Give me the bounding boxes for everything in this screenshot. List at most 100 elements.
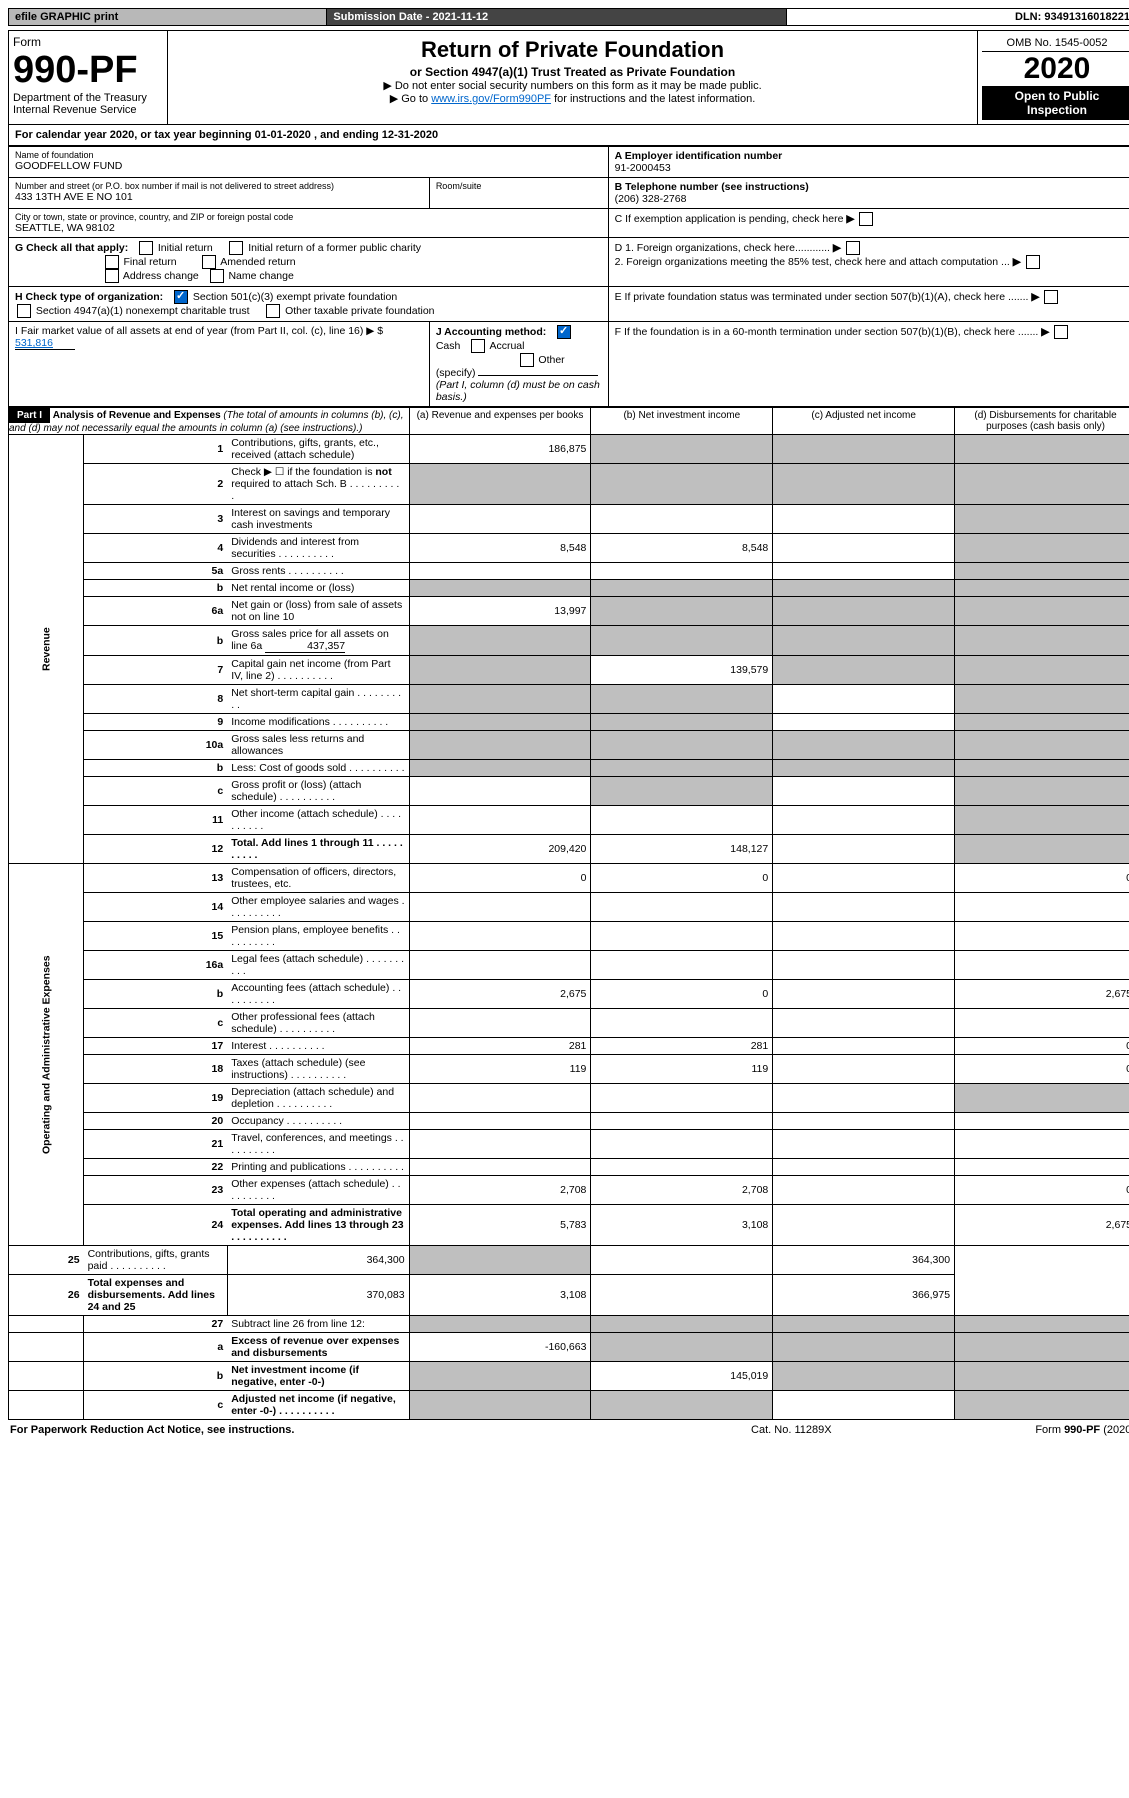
h-other-checkbox[interactable] [266,304,280,318]
value-cell: 8,548 [591,534,773,563]
h-4947-checkbox[interactable] [17,304,31,318]
form-title: Return of Private Foundation [174,37,971,63]
j-cash: Cash [436,340,461,352]
table-row: 20Occupancy [9,1113,1129,1130]
line-description: Printing and publications [227,1159,409,1176]
value-cell [955,534,1129,563]
value-cell [773,1176,955,1205]
g-name-chg-checkbox[interactable] [210,269,224,283]
line-description: Accounting fees (attach schedule) [227,980,409,1009]
g-addr-chg: Address change [123,270,199,282]
line-number: 21 [84,1130,228,1159]
value-cell [409,1316,591,1333]
col-c-header: (c) Adjusted net income [773,408,955,435]
value-cell [591,1316,773,1333]
value-cell [773,1362,955,1391]
line-number: 12 [84,835,228,864]
value-cell [773,597,955,626]
name-label: Name of foundation [15,150,602,160]
c-checkbox[interactable] [859,212,873,226]
value-cell [409,893,591,922]
value-cell [409,505,591,534]
table-row: 2Check ▶ ☐ if the foundation is not requ… [9,464,1129,505]
d2-checkbox[interactable] [1026,255,1040,269]
line-number: b [84,980,228,1009]
part1-label: Part I [9,408,50,423]
value-cell [955,714,1129,731]
table-row: 22Printing and publications [9,1159,1129,1176]
f-checkbox[interactable] [1054,325,1068,339]
line-number: 14 [84,893,228,922]
value-cell [409,731,591,760]
value-cell [955,435,1129,464]
line-description: Net rental income or (loss) [227,580,409,597]
table-row: 15Pension plans, employee benefits [9,922,1129,951]
blank-section [9,1333,84,1362]
table-row: 25Contributions, gifts, grants paid 364,… [9,1246,1129,1275]
dept-label: Department of the Treasury [13,92,147,104]
value-cell [773,656,955,685]
line-description: Excess of revenue over expenses and disb… [227,1333,409,1362]
value-cell [591,580,773,597]
table-row: bAccounting fees (attach schedule) 2,675… [9,980,1129,1009]
value-cell [591,563,773,580]
line-description: Total. Add lines 1 through 11 [227,835,409,864]
instr-goto-pre: ▶ Go to [390,93,431,105]
j-accrual-checkbox[interactable] [471,339,485,353]
g-initial-checkbox[interactable] [139,241,153,255]
line-number: 11 [84,806,228,835]
line-number: 8 [84,685,228,714]
value-cell [955,1159,1129,1176]
top-bar: efile GRAPHIC print Submission Date - 20… [8,8,1129,26]
value-cell [955,777,1129,806]
g-initial-former-checkbox[interactable] [229,241,243,255]
line-description: Occupancy [227,1113,409,1130]
line-description: Gross profit or (loss) (attach schedule) [227,777,409,806]
value-cell: 0 [591,864,773,893]
value-cell [955,1084,1129,1113]
value-cell [409,714,591,731]
line-description: Other professional fees (attach schedule… [227,1009,409,1038]
line-number: 4 [84,534,228,563]
g-amended-checkbox[interactable] [202,255,216,269]
value-cell [955,835,1129,864]
value-cell [591,1113,773,1130]
value-cell [773,563,955,580]
line-number: b [84,1362,228,1391]
value-cell [591,731,773,760]
table-row: bLess: Cost of goods sold [9,760,1129,777]
line-number: 3 [84,505,228,534]
value-cell: 366,975 [773,1275,955,1316]
form-subtitle: or Section 4947(a)(1) Trust Treated as P… [172,65,973,79]
table-row: 4Dividends and interest from securities … [9,534,1129,563]
line-description: Adjusted net income (if negative, enter … [227,1391,409,1420]
line-number: 5a [84,563,228,580]
tel-label: B Telephone number (see instructions) [615,181,809,193]
form-number: 990-PF [13,49,138,91]
g-final-checkbox[interactable] [105,255,119,269]
g-initial: Initial return [158,242,213,254]
line-number: b [84,626,228,656]
j-cash-checkbox[interactable] [557,325,571,339]
value-cell [773,1055,955,1084]
e-checkbox[interactable] [1044,290,1058,304]
part1-table: Part I Analysis of Revenue and Expenses … [8,407,1129,1420]
value-cell [955,597,1129,626]
value-cell [409,464,591,505]
value-cell [773,980,955,1009]
g-addr-chg-checkbox[interactable] [105,269,119,283]
d1-checkbox[interactable] [846,241,860,255]
value-cell [591,505,773,534]
j-other-checkbox[interactable] [520,353,534,367]
value-cell [591,1275,773,1316]
i-fmv-value[interactable]: 531,816 [15,337,75,350]
value-cell [955,1130,1129,1159]
h-label: H Check type of organization: [15,291,163,303]
value-cell [955,1113,1129,1130]
h-501c3-checkbox[interactable] [174,290,188,304]
part1-title: Analysis of Revenue and Expenses [53,410,221,421]
value-cell [591,806,773,835]
instr-link[interactable]: www.irs.gov/Form990PF [431,93,551,105]
value-cell [591,1333,773,1362]
form-label: Form [13,35,41,49]
